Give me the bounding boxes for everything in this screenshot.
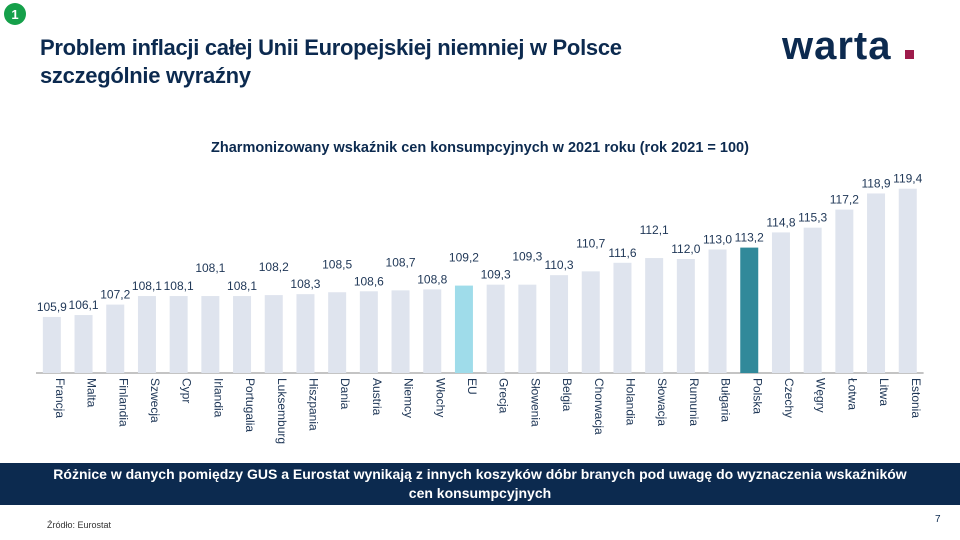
data-label-22: 113,2 <box>735 231 764 245</box>
bar-23 <box>771 232 790 373</box>
data-label-23: 114,8 <box>766 215 795 229</box>
data-label-24: 115,3 <box>798 211 827 225</box>
chart-title: Zharmonizowany wskaźnik cen konsumpcyjny… <box>211 140 749 156</box>
category-label-3: Szwecja <box>148 378 162 423</box>
bar-4 <box>169 296 188 373</box>
category-label-14: Grecja <box>497 378 511 414</box>
bar-13 <box>454 285 473 373</box>
info-banner: Różnice w danych pomiędzy GUS a Eurostat… <box>0 463 960 505</box>
category-label-4: Cypr <box>180 378 194 403</box>
data-label-21: 113,0 <box>703 233 732 247</box>
category-label-23: Czechy <box>782 378 796 418</box>
bar-3 <box>137 296 156 373</box>
category-label-18: Holandia <box>623 378 637 426</box>
category-label-7: Luksemburg <box>275 378 289 444</box>
bar-14 <box>486 284 505 373</box>
bar-18 <box>613 262 632 373</box>
bar-12 <box>423 289 442 373</box>
category-label-16: Belgia <box>560 378 574 412</box>
data-label-7: 108,2 <box>259 260 289 274</box>
bar-19 <box>645 258 664 373</box>
category-label-24: Węgry <box>814 378 828 413</box>
data-label-3: 108,1 <box>132 279 162 293</box>
slide-title: Problem inflacji całej Unii Europejskiej… <box>40 34 740 90</box>
data-label-25: 117,2 <box>830 193 859 207</box>
category-label-9: Dania <box>338 378 352 410</box>
bar-2 <box>106 304 125 373</box>
slide-title-line-2: szczególnie wyraźny <box>40 63 251 88</box>
data-label-11: 108,7 <box>386 255 416 269</box>
bar-27 <box>898 188 917 373</box>
category-label-2: Finlandia <box>116 378 130 427</box>
data-label-18: 111,6 <box>608 246 637 260</box>
warta-logo-dot <box>905 50 914 59</box>
category-label-8: Hiszpania <box>306 378 320 431</box>
bar-26 <box>867 193 886 373</box>
data-label-16: 110,3 <box>544 258 573 272</box>
source-note: Źródło: Eurostat <box>47 520 112 530</box>
bar-5 <box>201 296 220 373</box>
bar-21 <box>708 249 727 373</box>
category-label-27: Estonia <box>909 378 923 418</box>
bar-25 <box>835 209 854 373</box>
category-label-19: Słowacja <box>655 378 669 426</box>
data-label-9: 108,5 <box>322 257 352 271</box>
bar-24 <box>803 227 822 373</box>
data-label-1: 106,1 <box>69 298 99 312</box>
bar-chart: 105,9 Francja 106,1 Malta 107,2 Finlandia 108,… <box>36 172 924 444</box>
bar-10 <box>359 291 378 373</box>
category-label-26: Litwa <box>877 378 891 406</box>
warta-logo: warta <box>782 24 892 68</box>
data-label-12: 108,8 <box>417 272 447 286</box>
data-label-14: 109,3 <box>481 268 511 282</box>
data-label-13: 109,2 <box>449 251 479 265</box>
category-label-0: Francja <box>53 378 67 418</box>
bar-17 <box>581 271 600 373</box>
data-label-15: 109,3 <box>512 250 542 264</box>
data-label-0: 105,9 <box>37 300 67 314</box>
slide-title-line-1: Problem inflacji całej Unii Europejskiej… <box>40 35 622 60</box>
bar-6 <box>233 296 252 373</box>
data-label-4: 108,1 <box>164 279 194 293</box>
bar-20 <box>676 259 695 373</box>
slide-number-badge: 1 <box>4 3 26 25</box>
banner-line-1: Różnice w danych pomiędzy GUS a Eurostat… <box>53 466 907 482</box>
category-label-5: Irlandia <box>211 378 225 418</box>
category-label-12: Włochy <box>433 378 447 417</box>
bar-22 <box>740 247 759 373</box>
data-label-27: 119,4 <box>893 172 922 186</box>
data-label-17: 110,7 <box>576 236 605 250</box>
data-label-20: 112,0 <box>671 242 700 256</box>
data-label-6: 108,1 <box>227 279 257 293</box>
category-label-6: Portugalia <box>243 378 257 432</box>
page-number: 7 <box>935 514 941 525</box>
bar-9 <box>328 292 347 373</box>
category-label-17: Chorwacja <box>592 378 606 435</box>
data-label-5: 108,1 <box>195 261 225 275</box>
bar-1 <box>74 315 93 373</box>
data-label-8: 108,3 <box>290 277 320 291</box>
category-label-20: Rumunia <box>687 378 701 426</box>
banner-line-2: cen konsumpcyjnych <box>408 485 552 501</box>
data-label-2: 107,2 <box>100 288 130 302</box>
category-label-1: Malta <box>85 378 99 408</box>
category-label-15: Słowenia <box>528 378 542 427</box>
bar-8 <box>296 294 315 373</box>
category-label-21: Bułgaria <box>719 378 733 422</box>
category-label-25: Łotwa <box>845 378 859 410</box>
category-label-10: Austria <box>370 378 384 416</box>
bar-0 <box>42 316 61 373</box>
data-label-19: 112,1 <box>640 223 669 237</box>
bar-7 <box>264 295 283 373</box>
category-label-22: Polska <box>750 378 764 414</box>
bar-15 <box>518 284 537 373</box>
bar-16 <box>550 275 569 373</box>
data-label-26: 118,9 <box>861 176 890 190</box>
category-label-13: EU <box>465 378 479 395</box>
bar-11 <box>391 290 410 373</box>
data-label-10: 108,6 <box>354 274 384 288</box>
category-label-11: Niemcy <box>402 378 416 418</box>
